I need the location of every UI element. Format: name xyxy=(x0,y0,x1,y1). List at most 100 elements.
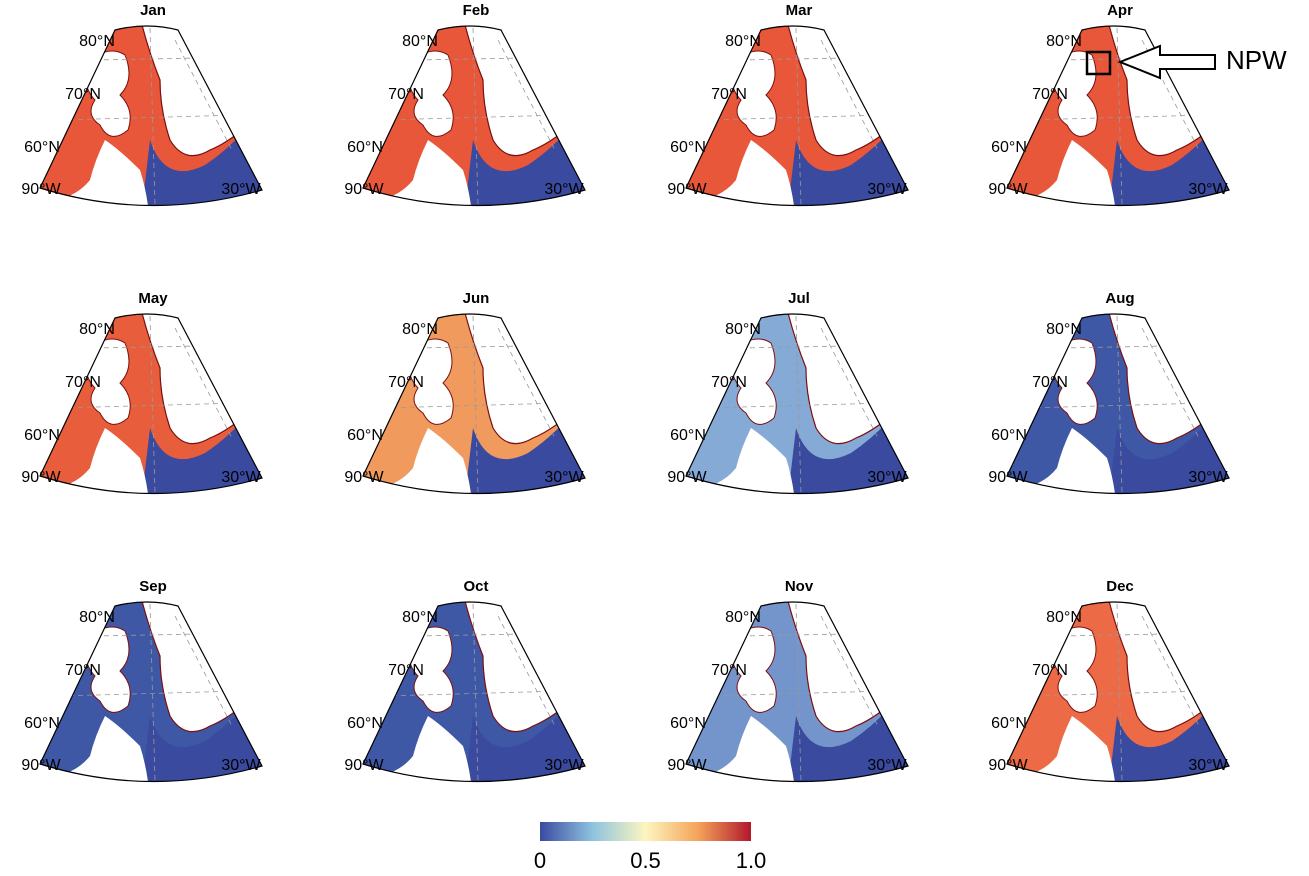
map-frame xyxy=(1006,25,1230,207)
panel-title: Aug xyxy=(1105,290,1134,307)
npw-arrow xyxy=(1117,44,1216,80)
lat-label: 70°N xyxy=(65,374,101,391)
map-panel: Oct 80°N 70°N 60°N 90°W 30°W xyxy=(344,578,586,783)
panel-title: Sep xyxy=(139,578,167,595)
map-frame xyxy=(39,601,263,783)
map-panel: Apr 80°N 70°N 60°N 90°W 30°W xyxy=(988,2,1230,207)
lon-label: 30°W xyxy=(867,181,907,198)
lat-label: 80°N xyxy=(79,609,115,626)
map-frame xyxy=(1006,601,1230,783)
lon-label: 30°W xyxy=(867,757,907,774)
lon-label: 30°W xyxy=(544,469,584,486)
map-panel: Feb 80°N 70°N 60°N 90°W 30°W xyxy=(344,2,586,207)
lon-label: 90°W xyxy=(988,469,1028,486)
colorbar-tick-label: 0 xyxy=(534,848,546,873)
lat-label: 60°N xyxy=(24,139,60,156)
lat-label: 80°N xyxy=(1046,321,1082,338)
lon-label: 90°W xyxy=(667,757,707,774)
map-frame xyxy=(1006,313,1230,495)
map-panel: Nov 80°N 70°N 60°N 90°W 30°W xyxy=(667,578,909,783)
lat-label: 70°N xyxy=(711,662,747,679)
lon-label: 30°W xyxy=(1188,757,1228,774)
annotation: NPW xyxy=(1226,45,1287,75)
panel-title: Oct xyxy=(463,578,488,595)
panel-title: Feb xyxy=(463,2,490,19)
lat-label: 70°N xyxy=(711,86,747,103)
lat-label: 70°N xyxy=(711,374,747,391)
map-frame xyxy=(685,313,909,495)
lat-label: 70°N xyxy=(65,86,101,103)
lon-label: 90°W xyxy=(21,469,61,486)
colorbar-tick-label: 1.0 xyxy=(736,848,767,873)
lon-label: 90°W xyxy=(344,757,384,774)
lon-label: 30°W xyxy=(867,469,907,486)
map-panel: Jun 80°N 70°N 60°N 90°W 30°W xyxy=(344,290,586,495)
lon-label: 90°W xyxy=(21,757,61,774)
lat-label: 80°N xyxy=(79,33,115,50)
lat-label: 80°N xyxy=(402,609,438,626)
lat-label: 60°N xyxy=(991,715,1027,732)
lon-label: 30°W xyxy=(221,757,261,774)
panel-title: Jan xyxy=(140,2,166,19)
panel-title: Apr xyxy=(1107,2,1133,19)
lon-label: 90°W xyxy=(988,181,1028,198)
lat-label: 70°N xyxy=(65,662,101,679)
map-frame xyxy=(39,313,263,495)
lat-label: 80°N xyxy=(402,321,438,338)
lat-label: 60°N xyxy=(24,715,60,732)
lon-label: 30°W xyxy=(221,469,261,486)
lat-label: 60°N xyxy=(670,139,706,156)
lon-label: 30°W xyxy=(1188,181,1228,198)
panel-title: Nov xyxy=(785,578,814,595)
lat-label: 60°N xyxy=(347,139,383,156)
lat-label: 70°N xyxy=(388,662,424,679)
lon-label: 30°W xyxy=(544,181,584,198)
lat-label: 60°N xyxy=(347,715,383,732)
map-frame xyxy=(362,601,586,783)
lat-label: 70°N xyxy=(1032,374,1068,391)
lat-label: 60°N xyxy=(991,427,1027,444)
lat-label: 80°N xyxy=(725,321,761,338)
colorbar xyxy=(540,822,751,841)
lat-label: 70°N xyxy=(388,374,424,391)
lon-label: 90°W xyxy=(21,181,61,198)
lat-label: 80°N xyxy=(402,33,438,50)
panel-title: Jul xyxy=(788,290,810,307)
lat-label: 60°N xyxy=(670,427,706,444)
map-panel: Dec 80°N 70°N 60°N 90°W 30°W xyxy=(988,578,1230,783)
lat-label: 60°N xyxy=(991,139,1027,156)
panel-title: Dec xyxy=(1106,578,1134,595)
npw-box xyxy=(1085,50,1112,76)
map-frame xyxy=(39,25,263,207)
map-panel: Jan 80°N 70°N 60°N 90°W 30°W xyxy=(21,2,263,207)
map-frame xyxy=(685,601,909,783)
lat-label: 80°N xyxy=(1046,609,1082,626)
panel-title: Jun xyxy=(463,290,490,307)
colorbar-tick-label: 0.5 xyxy=(630,848,661,873)
lon-label: 90°W xyxy=(988,757,1028,774)
panel-title: Mar xyxy=(786,2,813,19)
map-frame xyxy=(362,313,586,495)
lat-label: 70°N xyxy=(1032,86,1068,103)
lat-label: 80°N xyxy=(79,321,115,338)
map-panel: May 80°N 70°N 60°N 90°W 30°W xyxy=(21,290,263,495)
lon-label: 90°W xyxy=(667,181,707,198)
lon-label: 90°W xyxy=(667,469,707,486)
lat-label: 60°N xyxy=(670,715,706,732)
map-frame xyxy=(685,25,909,207)
lon-label: 90°W xyxy=(344,181,384,198)
lat-label: 70°N xyxy=(1032,662,1068,679)
lat-label: 80°N xyxy=(1046,33,1082,50)
map-panel: Jul 80°N 70°N 60°N 90°W 30°W xyxy=(667,290,909,495)
lon-label: 90°W xyxy=(344,469,384,486)
lon-label: 30°W xyxy=(544,757,584,774)
lat-label: 70°N xyxy=(388,86,424,103)
lat-label: 60°N xyxy=(24,427,60,444)
lon-label: 30°W xyxy=(1188,469,1228,486)
map-panel: Sep 80°N 70°N 60°N 90°W 30°W xyxy=(21,578,263,783)
lat-label: 80°N xyxy=(725,33,761,50)
lat-label: 80°N xyxy=(725,609,761,626)
lon-label: 30°W xyxy=(221,181,261,198)
lat-label: 60°N xyxy=(347,427,383,444)
